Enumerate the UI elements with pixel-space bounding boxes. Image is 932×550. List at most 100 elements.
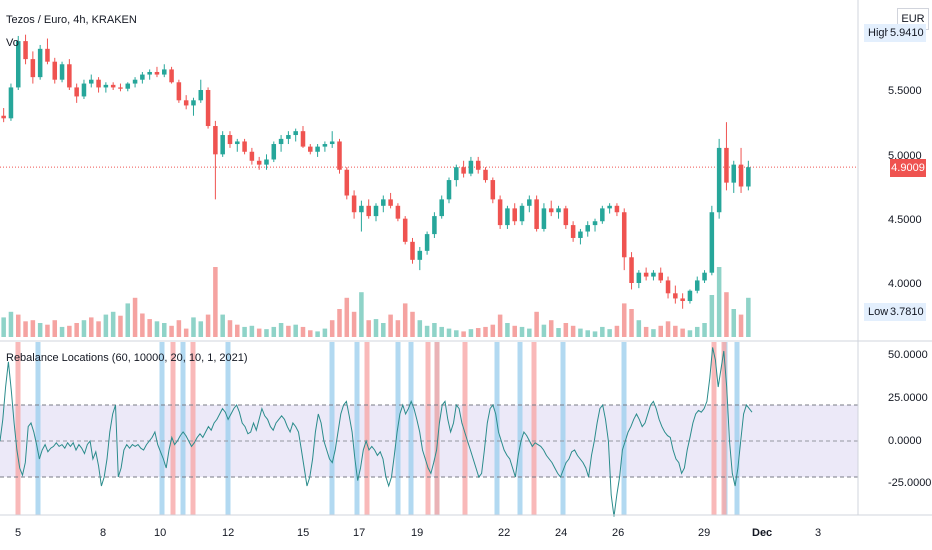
time-label-8: 8 [100,527,106,539]
candle-body [96,79,101,88]
candle-body [205,90,211,127]
volume-bar [724,292,729,337]
volume-bar [213,267,218,337]
candle-body [198,90,204,101]
candle-body [1,115,6,119]
candle-body [556,208,561,213]
volume-bar [461,331,466,337]
candle-body [271,144,277,160]
candle-body [658,272,664,281]
candle-body [724,147,729,183]
volume-bar [381,323,386,337]
volume-bar [23,321,28,337]
candle-body [140,74,145,80]
candle-body [424,234,430,251]
candle-body [432,216,437,235]
time-label-26: 26 [612,527,624,539]
time-label-12: 12 [222,527,234,539]
candle-body [293,131,298,136]
volume-bar [592,331,598,337]
candle-body [694,280,700,291]
indicator-label[interactable]: Rebalance Locations (60, 10000, 20, 10, … [6,352,248,364]
volume-bar [439,326,444,337]
price-tick-4-5: 4.5000 [888,214,922,226]
candle-body [30,59,36,78]
candle-body [636,272,642,283]
candle-body [8,87,14,119]
volume-bar [103,314,109,337]
volume-bar [417,320,423,337]
volume-bar [432,323,437,337]
candle-body [220,135,225,155]
time-label-15: 15 [297,527,309,539]
red-rebalance-marker [190,342,196,515]
candle-body [585,225,590,232]
candle-body [132,79,138,84]
candle-body [23,41,28,60]
candle-body [570,225,576,238]
candle-body [746,167,751,187]
volume-bar [67,325,72,337]
volume-bar [235,324,240,337]
volume-bar [556,328,561,337]
candle-body [497,199,503,226]
time-label-22: 22 [498,527,510,539]
candle-body [475,160,481,170]
blue-rebalance-marker [354,342,360,515]
volume-bar [702,323,707,337]
candle-body [344,169,350,196]
red-rebalance-marker [170,342,176,515]
time-label-19: 19 [411,527,423,539]
volume-bar [300,326,306,337]
candle-body [337,141,342,170]
candle-body [702,272,707,281]
volume-bar [446,328,452,337]
candle-body [74,87,79,97]
volume-bar [424,325,430,337]
volume-bar [410,311,415,337]
volume-bar [242,326,247,337]
candle-body [665,280,671,294]
candle-body [242,141,247,152]
volume-bar [512,325,517,337]
candle-body [673,293,678,299]
volume-bar [395,320,401,337]
candle-body [264,159,269,165]
blue-rebalance-marker [35,342,41,515]
volume-bar [475,328,481,337]
candle-body [468,160,474,174]
candle-body [548,208,554,213]
candle-body [351,195,357,213]
indicator-axis[interactable]: 50.0000 25.0000 0.0000 -25.0000 [888,349,931,489]
candle-body [81,83,87,97]
candle-body [563,208,569,226]
volume-label[interactable]: Vo [6,37,19,49]
candle-body [366,205,371,217]
candle-body [483,169,488,181]
volume-bar [738,314,744,337]
candle-body [278,138,284,145]
price-axis[interactable]: 5.5000 5.0000 4.5000 4.0000 [888,85,922,290]
candle-body [45,48,50,62]
candle-body [300,131,306,147]
candle-body [286,135,291,139]
candle-body [37,48,43,78]
volume-bar [74,323,79,337]
time-axis[interactable]: 5 8 10 12 15 17 19 22 24 26 29 Dec 3 [15,527,821,539]
volume-bar [673,325,678,337]
candle-body [621,212,627,258]
red-rebalance-marker [721,342,727,515]
volume-bar [636,320,642,337]
volume-bar [315,331,320,337]
volume-bar [388,314,393,337]
time-label-24: 24 [555,527,567,539]
volume-bar [643,326,649,337]
volume-bar [140,313,145,337]
time-label-17: 17 [353,527,365,539]
candle-body [731,164,737,183]
red-rebalance-marker [531,342,537,515]
volume-bar [88,317,94,337]
volume-bar [118,315,123,337]
red-rebalance-marker [364,342,370,515]
volume-bar [629,309,634,337]
